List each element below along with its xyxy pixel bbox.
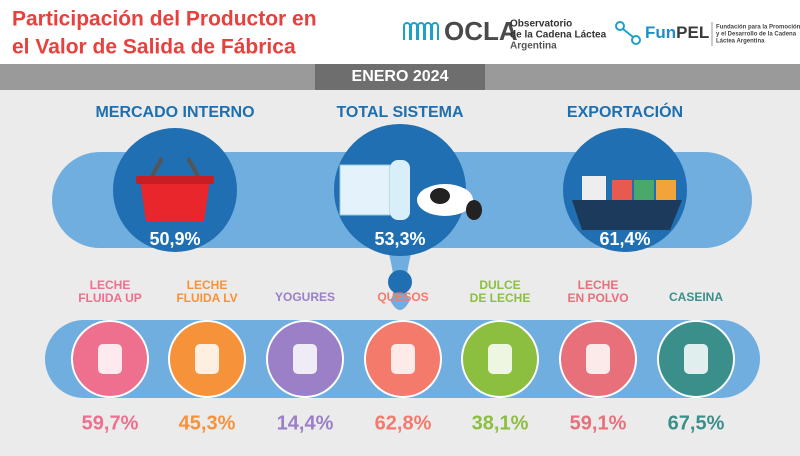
product-label: FLUIDA UP	[78, 291, 142, 305]
factory-icon	[339, 164, 391, 216]
product-value: 67,5%	[668, 412, 725, 434]
container	[634, 180, 654, 200]
segment-label: MERCADO INTERNO	[95, 104, 254, 121]
title-line: Participación del Productor en	[12, 8, 317, 31]
product-label: DULCE	[479, 278, 520, 292]
product-icon	[684, 344, 708, 374]
period: ENERO 2024	[352, 68, 449, 85]
product-label: CASEINA	[669, 290, 723, 304]
product-label: YOGURES	[275, 290, 335, 304]
title-line: el Valor de Salida de Fábrica	[12, 36, 296, 59]
container	[612, 180, 632, 200]
product-label: LECHE	[90, 278, 131, 292]
product-value: 62,8%	[375, 412, 432, 434]
product-label: LECHE	[578, 278, 619, 292]
ocla-name: OCLA	[444, 16, 518, 46]
product-label: EN POLVO	[567, 291, 628, 305]
segment-value: 50,9%	[149, 229, 200, 249]
funpel-subtitle: Fundación para la Promoción	[716, 25, 800, 31]
product-value: 14,4%	[277, 412, 334, 434]
ocla-subtitle: de la Cadena Láctea	[510, 30, 607, 41]
product-label: DE LECHE	[470, 291, 531, 305]
header-bg	[0, 0, 800, 64]
product-value: 38,1%	[472, 412, 529, 434]
cow-spot	[430, 188, 450, 204]
segment-label: EXPORTACIÓN	[567, 102, 683, 121]
basket-rim	[136, 176, 214, 184]
period-box	[315, 64, 485, 90]
product-value: 59,1%	[570, 412, 627, 434]
ocla-country: Argentina	[510, 41, 557, 52]
connector-dot	[388, 270, 412, 294]
basket-icon	[140, 180, 210, 222]
funpel-link	[622, 28, 634, 38]
ship-bridge	[582, 176, 606, 200]
funpel-name-b: PEL	[676, 23, 709, 42]
segment-value: 53,3%	[374, 229, 425, 249]
container	[656, 180, 676, 200]
funpel-name: FunPEL	[645, 23, 709, 42]
product-icon	[488, 344, 512, 374]
funpel-dot	[631, 35, 641, 45]
funpel-dot	[615, 21, 625, 31]
silo-icon	[390, 160, 410, 220]
product-icon	[391, 344, 415, 374]
product-label: LECHE	[187, 278, 228, 292]
cow-head	[466, 200, 482, 220]
product-icon	[98, 344, 122, 374]
product-icon	[586, 344, 610, 374]
product-value: 45,3%	[179, 412, 236, 434]
product-value: 59,7%	[82, 412, 139, 434]
ocla-subtitle: Observatorio	[510, 19, 572, 30]
ship-hull	[572, 200, 682, 230]
product-label: QUESOS	[377, 290, 428, 304]
ocla-wave	[431, 22, 439, 40]
product-label: FLUIDA LV	[176, 291, 237, 305]
product-icon	[293, 344, 317, 374]
segment-value: 61,4%	[599, 229, 650, 249]
funpel-subtitle: Láctea Argentina	[716, 39, 765, 45]
segment-label: TOTAL SISTEMA	[336, 104, 464, 121]
product-icon	[195, 344, 219, 374]
funpel-name-a: Fun	[645, 23, 676, 42]
funpel-subtitle: y el Desarrollo de la Cadena	[716, 32, 797, 38]
